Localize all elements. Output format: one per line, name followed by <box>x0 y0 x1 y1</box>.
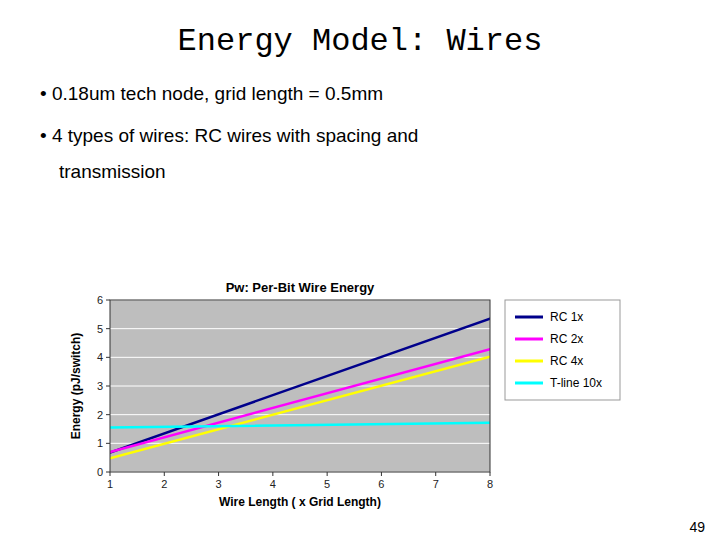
x-tick <box>272 472 273 476</box>
series-group <box>110 319 490 459</box>
y-tick-label: 1 <box>97 437 103 449</box>
x-tick-label: 3 <box>216 478 222 490</box>
bullet-text: transmission <box>59 161 166 182</box>
x-tick <box>435 472 436 476</box>
plot-frame <box>110 300 490 472</box>
chart: 123456780123456Wire Length ( x Grid Leng… <box>69 280 620 509</box>
legend-label: RC 1x <box>550 310 583 324</box>
grid-line <box>110 328 490 329</box>
legend-swatch <box>515 382 543 385</box>
bullet-text: • 4 types of wires: RC wires with spacin… <box>40 125 418 146</box>
y-axis-label: Energy (pJ/switch) <box>69 333 83 440</box>
legend-box <box>505 300 620 400</box>
x-axis-label: Wire Length ( x Grid Length) <box>219 495 381 509</box>
x-tick-label: 1 <box>107 478 113 490</box>
y-tick <box>106 300 110 301</box>
y-tick <box>106 472 110 473</box>
y-tick-label: 3 <box>97 380 103 392</box>
page-title: Energy Model: Wires <box>178 23 543 60</box>
page: Energy Model: Wires • 0.18um tech node, g… <box>0 0 720 540</box>
x-tick <box>381 472 382 476</box>
series-line <box>110 319 490 453</box>
y-tick <box>106 443 110 444</box>
grid-line <box>110 414 490 415</box>
chart-title: Pw: Per-Bit Wire Energy <box>226 280 375 295</box>
page-number: 49 <box>689 519 705 535</box>
y-tick-label: 5 <box>97 323 103 335</box>
x-tick <box>110 472 111 476</box>
y-tick-label: 4 <box>97 351 103 363</box>
x-tick-label: 2 <box>161 478 167 490</box>
y-tick-label: 6 <box>97 294 103 306</box>
x-tick-label: 7 <box>433 478 439 490</box>
legend-label: T-line 10x <box>550 376 602 390</box>
grid-line <box>110 357 490 358</box>
x-tick <box>327 472 328 476</box>
x-tick <box>164 472 165 476</box>
x-tick <box>218 472 219 476</box>
x-tick <box>490 472 491 476</box>
series-line <box>110 423 490 428</box>
x-tick-label: 5 <box>324 478 330 490</box>
series-line <box>110 349 490 452</box>
legend-label: RC 4x <box>550 354 583 368</box>
legend-swatch <box>515 360 543 363</box>
x-tick-label: 4 <box>270 478 276 490</box>
plot-background <box>110 300 490 472</box>
y-tick-label: 0 <box>97 466 103 478</box>
y-tick-label: 2 <box>97 409 103 421</box>
y-tick <box>106 357 110 358</box>
series-line <box>110 357 490 458</box>
bullet-text: • 0.18um tech node, grid length = 0.5mm <box>40 83 383 104</box>
y-tick <box>106 328 110 329</box>
x-tick-label: 6 <box>378 478 384 490</box>
y-tick <box>106 414 110 415</box>
legend-swatch <box>515 338 543 341</box>
x-tick-label: 8 <box>487 478 493 490</box>
legend-swatch <box>515 316 543 319</box>
y-tick <box>106 386 110 387</box>
legend-label: RC 2x <box>550 332 583 346</box>
legend: RC 1x RC 2x RC 4x T-line 10x <box>505 300 620 400</box>
